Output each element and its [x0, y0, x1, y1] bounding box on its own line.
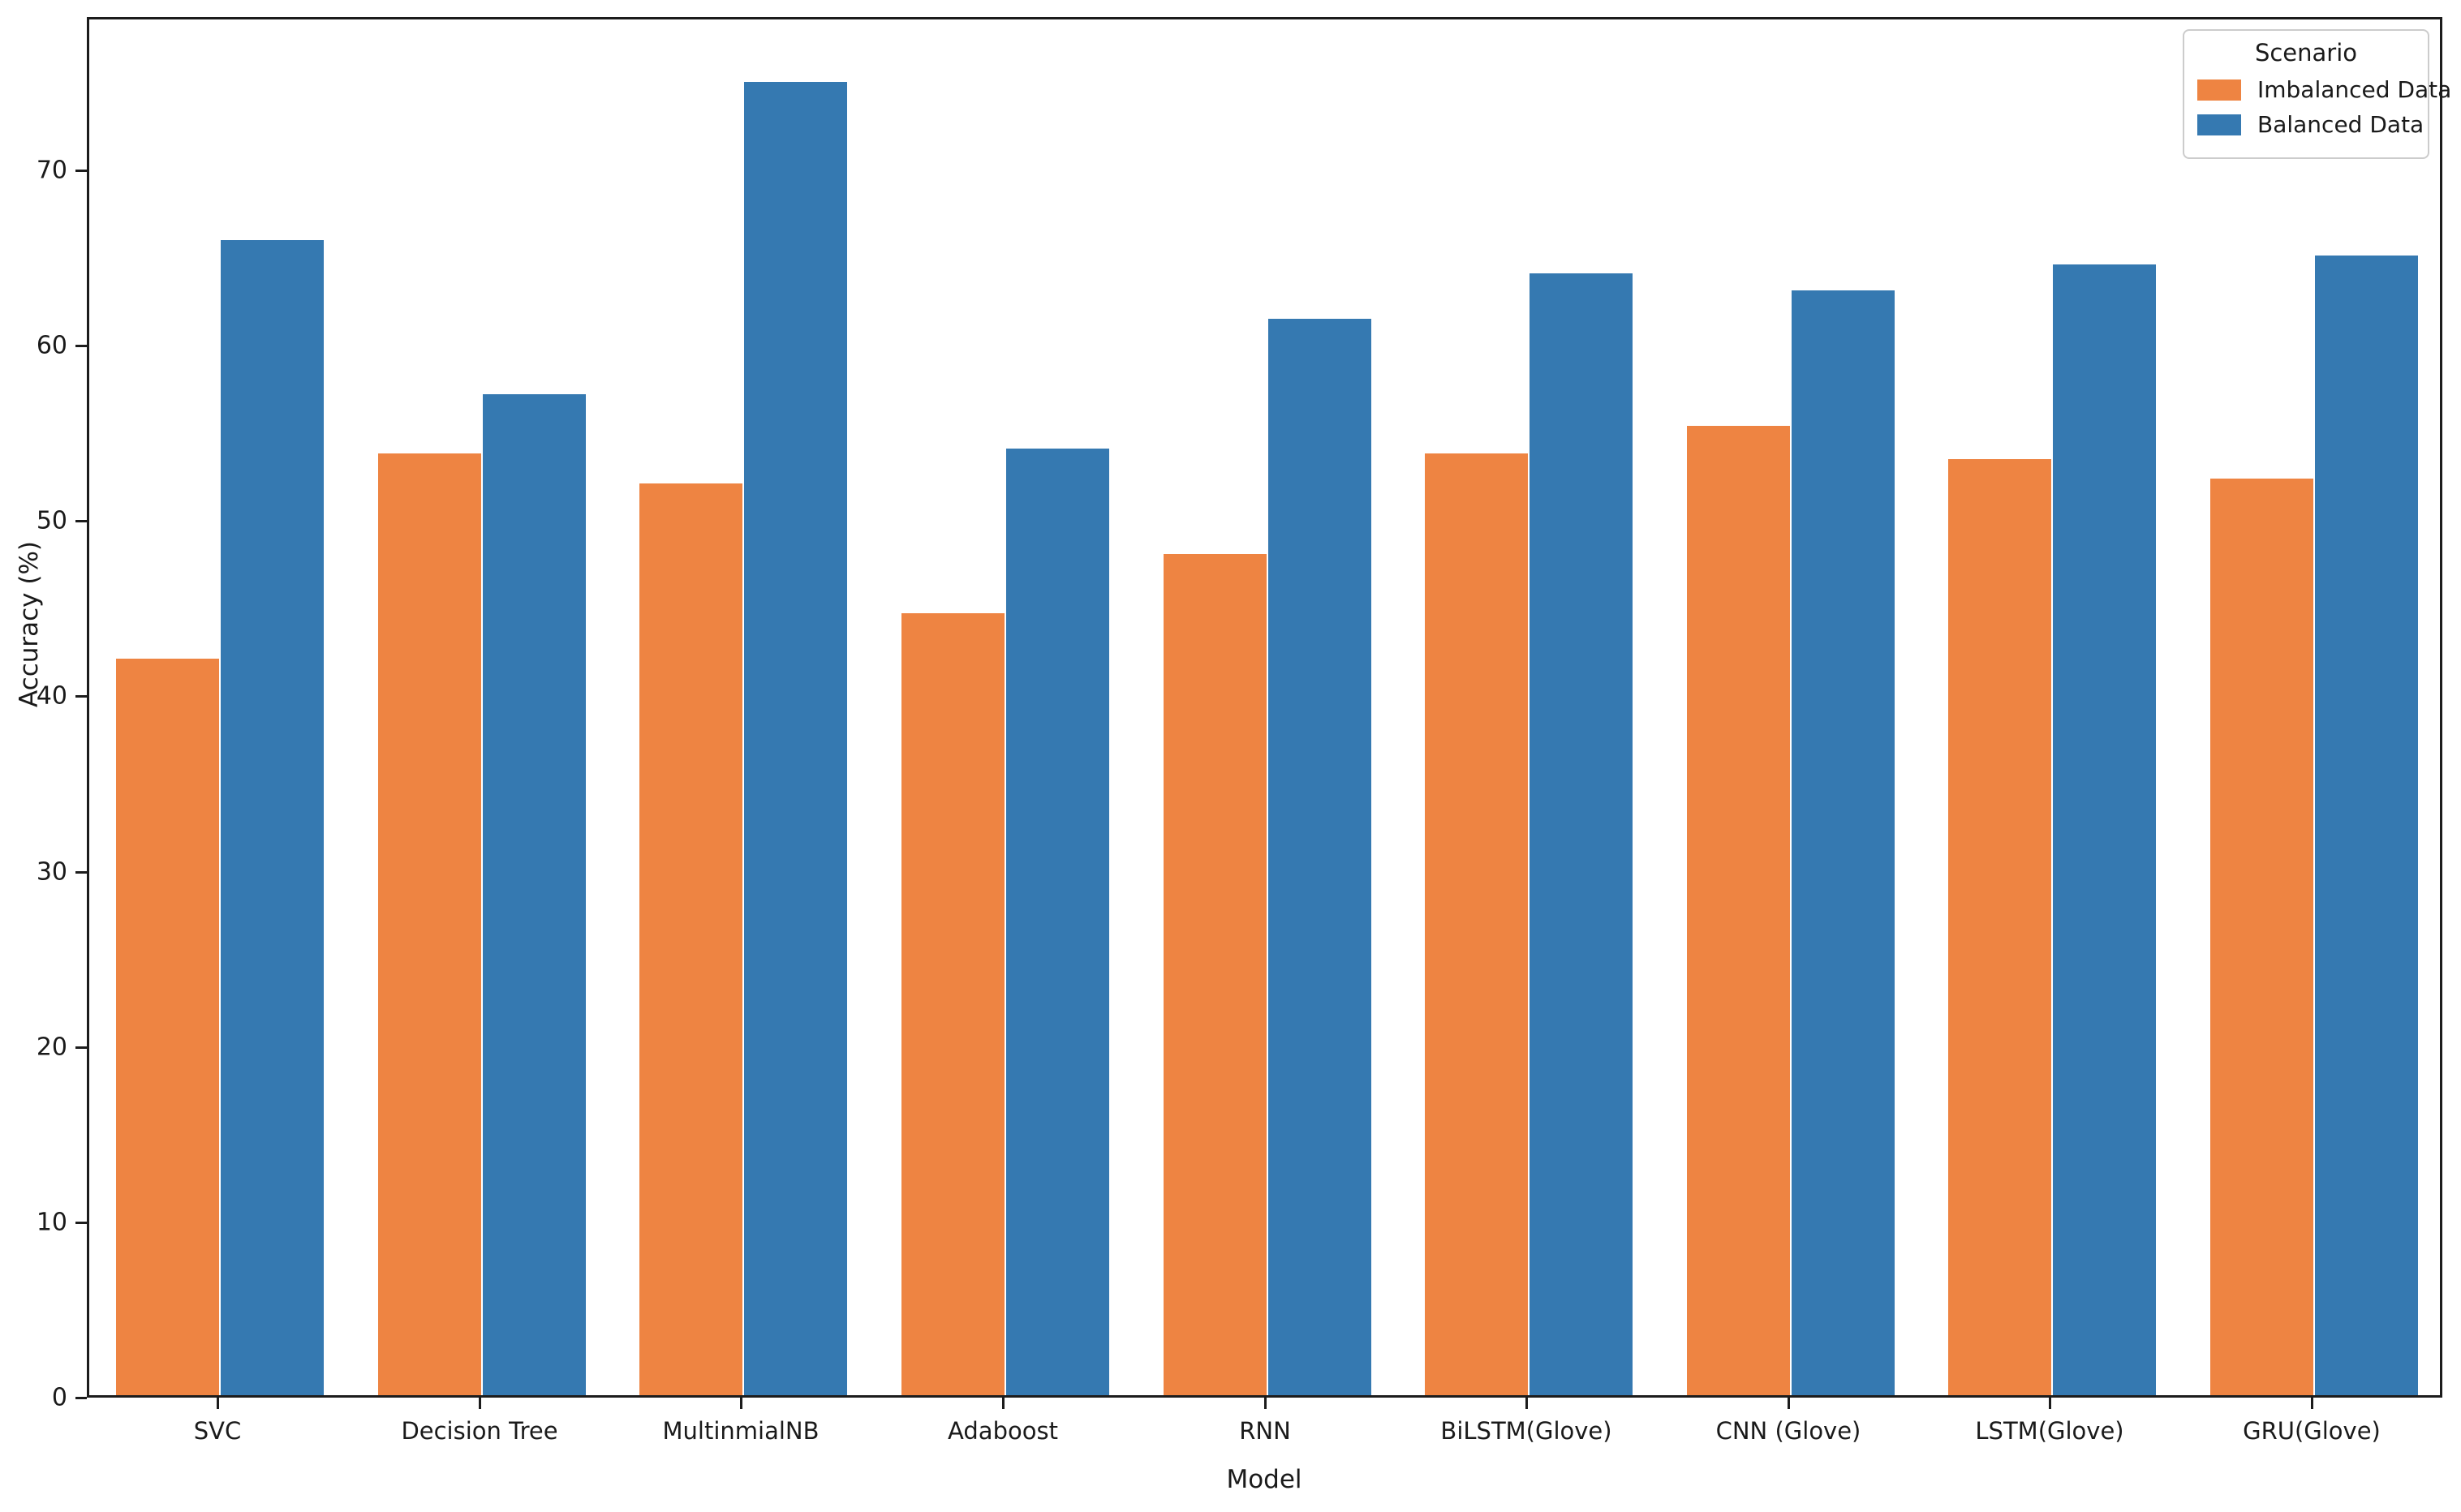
y-tick-label-0: 0: [51, 1383, 67, 1412]
legend-entry-balanced: Balanced Data: [2197, 111, 2424, 138]
bar-balanced-svc: [221, 240, 324, 1395]
x-tick-mark: [479, 1398, 481, 1409]
bar-imbalanced-lstm-glove-: [1948, 459, 2051, 1395]
x-tick-mark: [740, 1398, 742, 1409]
y-tick-label-40: 40: [36, 681, 67, 711]
x-tick-mark: [2049, 1398, 2051, 1409]
x-tick-label-adaboost: Adaboost: [948, 1417, 1058, 1445]
bar-balanced-cnn-glove-: [1792, 290, 1895, 1395]
x-tick-mark: [1264, 1398, 1267, 1409]
y-tick-mark-30: [75, 871, 87, 874]
y-tick-mark-60: [75, 345, 87, 347]
bar-imbalanced-bilstm-glove-: [1425, 453, 1528, 1395]
bar-balanced-adaboost: [1006, 449, 1109, 1395]
y-tick-label-10: 10: [36, 1208, 67, 1237]
y-tick-mark-70: [75, 170, 87, 172]
x-tick-label-lstm-glove-: LSTM(Glove): [1975, 1417, 2124, 1445]
legend: Scenario Imbalanced Data Balanced Data: [2183, 29, 2451, 159]
bar-balanced-multinmialnb: [744, 82, 847, 1395]
balanced-swatch-icon: [2197, 114, 2241, 135]
legend-entry-label: Imbalanced Data: [2257, 76, 2452, 103]
legend-entry-label: Balanced Data: [2257, 111, 2424, 138]
bar-balanced-gru-glove-: [2315, 256, 2418, 1395]
y-tick-mark-40: [75, 695, 87, 698]
x-tick-mark: [2311, 1398, 2313, 1409]
y-tick-label-70: 70: [36, 156, 67, 185]
x-tick-label-cnn-glove-: CNN (Glove): [1715, 1417, 1861, 1445]
bar-imbalanced-svc: [116, 659, 219, 1395]
bar-balanced-bilstm-glove-: [1530, 273, 1633, 1395]
x-tick-mark: [1525, 1398, 1528, 1409]
plot-area: [87, 17, 2442, 1398]
x-tick-label-svc: SVC: [193, 1417, 242, 1445]
legend-title: Scenario: [2254, 39, 2358, 67]
bar-imbalanced-cnn-glove-: [1687, 426, 1790, 1395]
x-tick-mark: [217, 1398, 219, 1409]
y-tick-mark-10: [75, 1222, 87, 1224]
bar-balanced-decision-tree: [483, 394, 586, 1395]
y-tick-label-20: 20: [36, 1033, 67, 1062]
bar-imbalanced-multinmialnb: [639, 483, 742, 1395]
legend-entry-imbalanced: Imbalanced Data: [2197, 76, 2451, 103]
x-tick-label-gru-glove-: GRU(Glove): [2243, 1417, 2381, 1445]
x-tick-mark: [1788, 1398, 1790, 1409]
bar-imbalanced-adaboost: [901, 613, 1005, 1395]
x-tick-label-bilstm-glove-: BiLSTM(Glove): [1440, 1417, 1612, 1445]
bar-imbalanced-decision-tree: [378, 453, 481, 1395]
x-tick-label-multinmialnb: MultinmialNB: [662, 1417, 820, 1445]
y-axis-title: Accuracy (%): [15, 540, 44, 707]
bar-balanced-rnn: [1268, 319, 1371, 1395]
bar-imbalanced-gru-glove-: [2210, 479, 2313, 1395]
bar-balanced-lstm-glove-: [2053, 264, 2156, 1395]
x-tick-label-rnn: RNN: [1239, 1417, 1291, 1445]
y-tick-label-60: 60: [36, 331, 67, 360]
y-tick-mark-0: [75, 1397, 87, 1399]
y-tick-label-50: 50: [36, 506, 67, 535]
y-tick-label-30: 30: [36, 857, 67, 887]
x-axis-title: Model: [1226, 1465, 1302, 1494]
bar-imbalanced-rnn: [1164, 554, 1267, 1395]
y-tick-mark-50: [75, 520, 87, 522]
x-tick-label-decision-tree: Decision Tree: [401, 1417, 558, 1445]
imbalanced-swatch-icon: [2197, 79, 2241, 101]
y-tick-mark-20: [75, 1046, 87, 1049]
x-tick-mark: [1002, 1398, 1005, 1409]
